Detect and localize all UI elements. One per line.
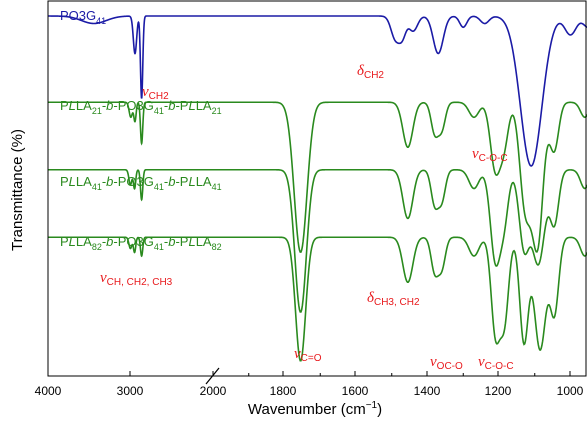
series-label-3: PLLA82-b-PO3G41-b-PLLA82 — [60, 234, 222, 252]
series-label-2: PLLA41-b-PO3G41-b-PLLA41 — [60, 174, 222, 192]
x-axis-label-main: Wavenumber (cm — [248, 401, 366, 418]
x-tick-label-5: 1400 — [414, 384, 441, 398]
series-line-3 — [48, 236, 587, 362]
x-tick-label-7: 1000 — [557, 384, 584, 398]
x-tick-label-2: 2000 — [200, 384, 227, 398]
x-tick-label-0: 4000 — [35, 384, 62, 398]
series-line-1 — [48, 101, 587, 253]
x-axis-label-end: ) — [377, 401, 382, 418]
annotation-2: νC-O-C — [472, 146, 508, 164]
annotation-3: νCH, CH2, CH3 — [100, 270, 173, 288]
y-axis-label: Transmittance (%) — [9, 129, 26, 251]
series-label-0: PO3G41 — [60, 8, 106, 26]
x-tick-label-3: 1800 — [270, 384, 297, 398]
plot-frame — [47, 0, 587, 377]
annotations: νCH2 δCH2 νC-O-C νCH, CH2, CH3 δCH3, CH2 νC=O… — [100, 63, 514, 372]
series-label-1: PLLA21-b-PO3G41-b-PLLA21 — [60, 98, 222, 116]
x-axis: 40003000200018001600140012001000800 — [35, 367, 584, 398]
x-tick-label-6: 1200 — [485, 384, 512, 398]
x-tick-label-1: 3000 — [117, 384, 144, 398]
annotation-0: νCH2 — [142, 84, 169, 102]
annotation-4: δCH3, CH2 — [367, 290, 420, 308]
x-axis-label: Wavenumber (cm−1) — [248, 400, 382, 418]
annotation-7: νC-O-C — [478, 354, 514, 372]
x-axis-label-sup: −1 — [366, 400, 378, 411]
annotation-6: νOC-O — [430, 354, 463, 372]
series-line-0 — [48, 15, 587, 167]
annotation-5: νC=O — [294, 346, 322, 364]
series-labels: PO3G41 PLLA21-b-PO3G41-b-PLLA21 PLLA41-b-P… — [60, 8, 222, 252]
annotation-1: δCH2 — [357, 63, 384, 81]
x-tick-label-4: 1600 — [342, 384, 369, 398]
spectra-layer — [48, 15, 587, 362]
series-line-2 — [48, 168, 587, 313]
